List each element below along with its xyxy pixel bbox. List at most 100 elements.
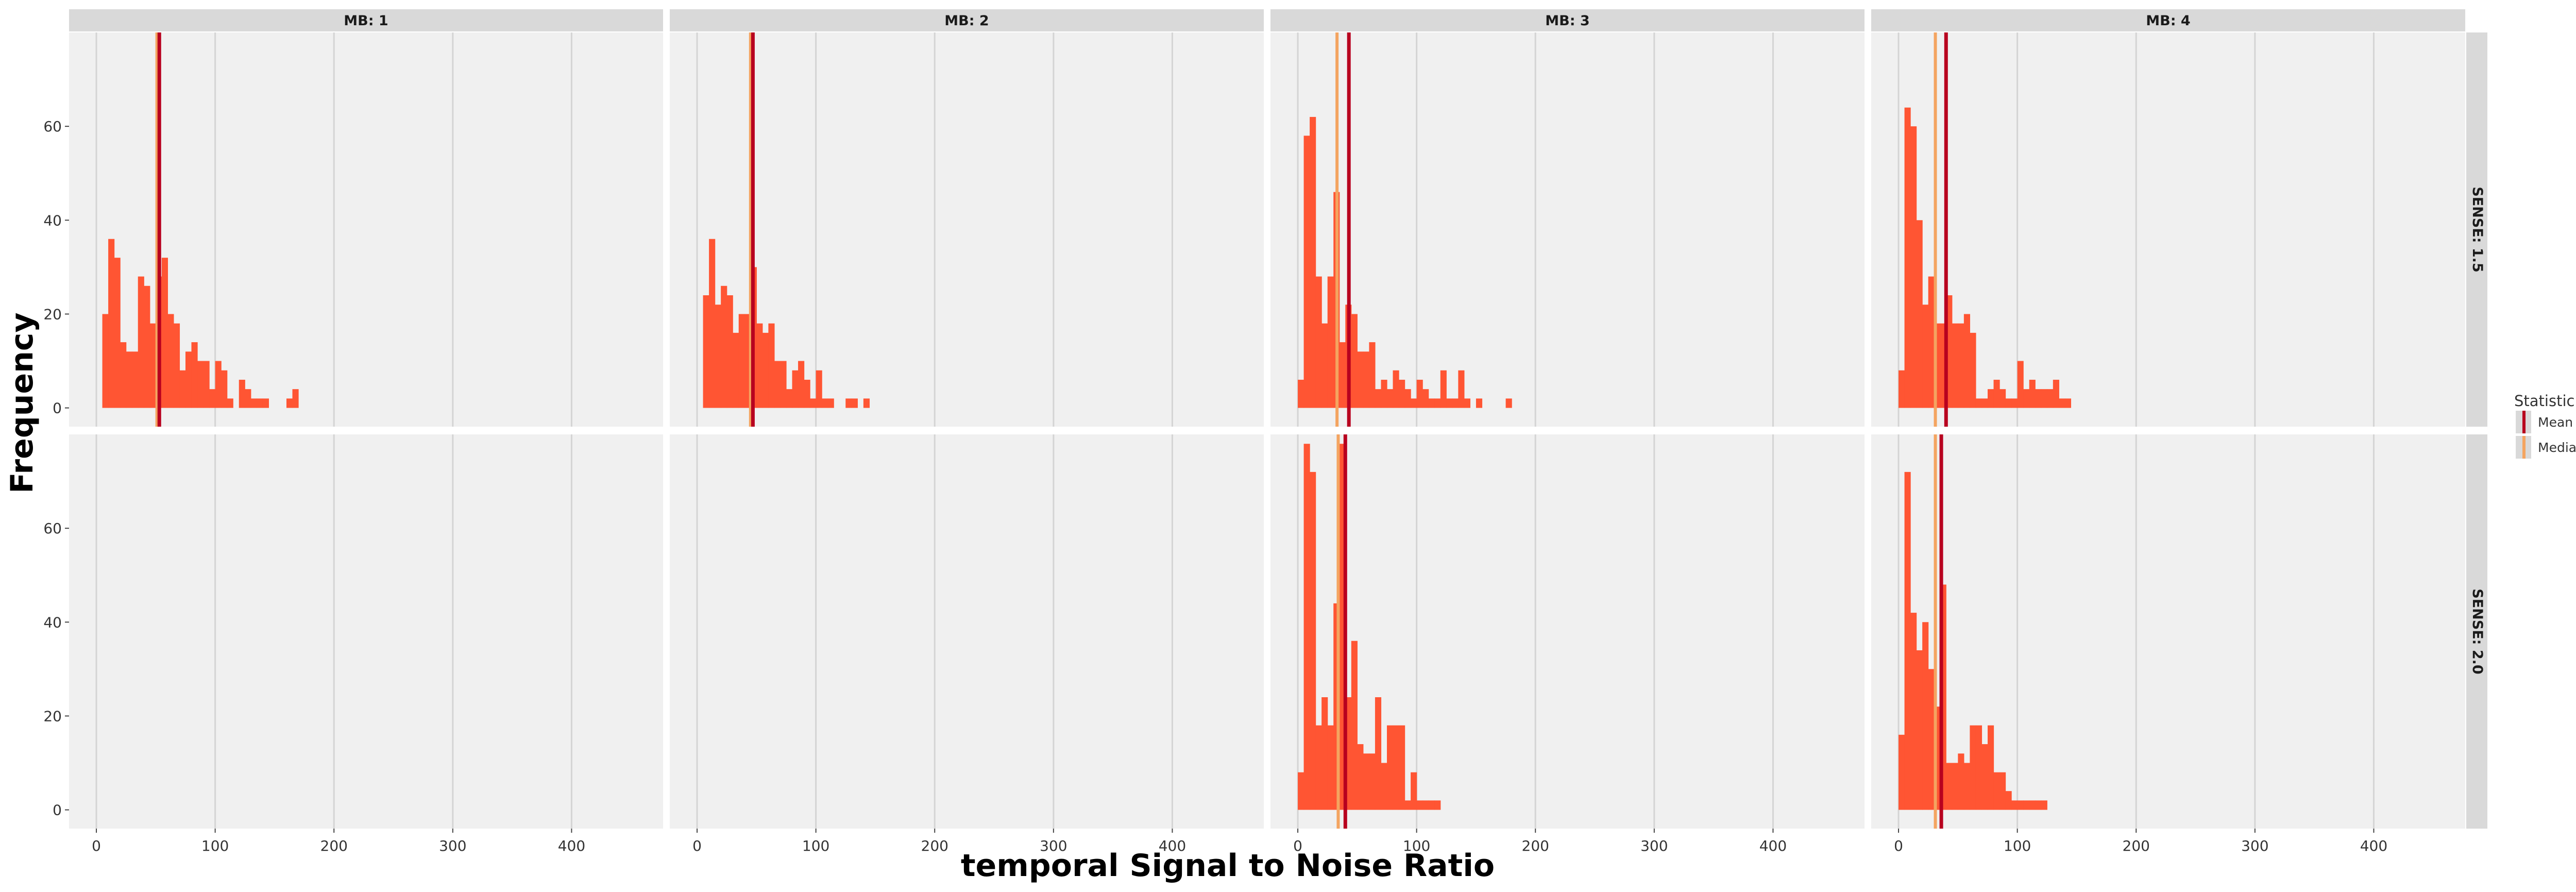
panel-background <box>670 434 1264 829</box>
facet-strip-col <box>69 9 663 31</box>
histogram-bar <box>863 398 870 408</box>
histogram-bar <box>2064 398 2072 408</box>
x-tick-label: 400 <box>2360 837 2387 854</box>
histogram-bar <box>1928 276 1935 408</box>
histogram-bar <box>1505 398 1512 408</box>
histogram-bar <box>2059 398 2065 408</box>
histogram-bar <box>1375 389 1382 408</box>
histogram-bar <box>1416 800 1423 810</box>
x-tick-label: 100 <box>1403 837 1430 854</box>
histogram-bar <box>1310 472 1316 810</box>
facet-strip-row <box>2466 32 2487 427</box>
histogram-bar <box>1369 753 1376 810</box>
histogram-bar <box>1910 126 1917 408</box>
histogram-bar <box>1351 314 1358 408</box>
histogram-bar <box>1916 650 1923 810</box>
panel-series <box>1298 32 1512 427</box>
histogram-bar <box>114 258 121 408</box>
histogram-bar <box>185 351 192 408</box>
histogram-bar <box>221 370 228 408</box>
histogram-bar <box>1904 107 1911 408</box>
panel-series <box>1899 434 2047 829</box>
histogram-bar <box>1411 772 1417 810</box>
histogram-bar <box>715 305 721 408</box>
histogram-bar <box>703 295 709 408</box>
facet-panels: MB: 1 MB: 2 MB: 3 MB: 4 SENSE: 1.5 SENSE: 2.0… <box>43 9 2487 854</box>
histogram-bar <box>1381 763 1387 810</box>
histogram-bar <box>215 361 222 408</box>
histogram-bar <box>721 285 727 408</box>
x-tick-label: 400 <box>1159 837 1186 854</box>
histogram-bar <box>1404 800 1411 810</box>
histogram-bar <box>197 361 204 408</box>
legend-swatch-median <box>2522 436 2526 459</box>
histogram-bar <box>738 314 745 408</box>
facet-label-col: MB: 1 <box>344 13 388 29</box>
histogram-bar <box>2005 791 2012 810</box>
histogram-bar <box>1399 379 1405 408</box>
histogram-bar <box>286 398 293 408</box>
histogram-bar <box>257 398 263 408</box>
x-tick-label: 200 <box>2123 837 2150 854</box>
histogram-bar <box>2053 379 2059 408</box>
histogram-bar <box>827 398 834 408</box>
panel-background <box>69 434 663 829</box>
histogram-bar <box>1386 725 1394 810</box>
histogram-bar <box>1321 697 1328 810</box>
histogram-bar <box>1386 389 1394 408</box>
y-tick-label: 60 <box>43 118 62 135</box>
histogram-bar <box>1393 370 1399 408</box>
histogram-bar <box>1952 763 1958 810</box>
facet-panel <box>670 434 1264 829</box>
histogram-bar <box>1310 116 1316 408</box>
histogram-bar <box>1970 332 1976 408</box>
histogram-bar <box>1422 800 1429 810</box>
histogram-bar <box>792 370 799 408</box>
histogram-bar <box>816 370 822 408</box>
histogram-bar <box>120 342 127 408</box>
histogram-bar <box>1999 389 2006 408</box>
histogram-bar <box>1963 763 1970 810</box>
histogram-bar <box>1363 351 1369 408</box>
histogram-bar <box>2035 389 2042 408</box>
facet-label-col: MB: 3 <box>1545 13 1589 29</box>
facet-label-col: MB: 2 <box>944 13 989 29</box>
histogram-bar <box>786 389 793 408</box>
histogram-bar <box>798 361 805 408</box>
legend-label-median: Median <box>2538 440 2576 455</box>
x-tick-label: 200 <box>1522 837 1549 854</box>
histogram-bar <box>1327 725 1334 810</box>
x-tick-label: 0 <box>1894 837 1903 854</box>
histogram-bar <box>1446 398 1453 408</box>
panel-series <box>102 32 299 427</box>
legend: Statistic Mean Median <box>2514 392 2576 459</box>
histogram-bar <box>2029 379 2036 408</box>
histogram-bar <box>203 361 210 408</box>
histogram-bar <box>2023 800 2030 810</box>
histogram-bar <box>1970 725 1976 810</box>
histogram-bar <box>1922 305 1929 408</box>
facet-strip-col <box>1871 9 2465 31</box>
histogram-bar <box>1327 276 1334 408</box>
histogram-bar <box>1987 389 1994 408</box>
x-tick-label: 100 <box>802 837 829 854</box>
histogram-bar <box>1339 342 1346 408</box>
histogram-bar <box>733 332 739 408</box>
histogram-bar <box>1975 398 1982 408</box>
histogram-bar <box>2023 389 2030 408</box>
histogram-bar <box>804 379 810 408</box>
panel-series <box>1298 434 1441 829</box>
panel-series <box>1899 32 2072 427</box>
histogram-bar <box>149 323 156 408</box>
histogram-bar <box>102 314 109 408</box>
histogram-bar <box>774 361 781 408</box>
x-tick-label: 200 <box>320 837 348 854</box>
histogram-bar <box>1958 753 1964 810</box>
histogram-bar <box>1922 622 1929 810</box>
x-tick-label: 0 <box>92 837 101 854</box>
panel-series <box>703 32 870 427</box>
histogram-bar <box>1404 389 1411 408</box>
histogram-bar <box>1946 763 1953 810</box>
facet-strip-col <box>670 9 1264 31</box>
